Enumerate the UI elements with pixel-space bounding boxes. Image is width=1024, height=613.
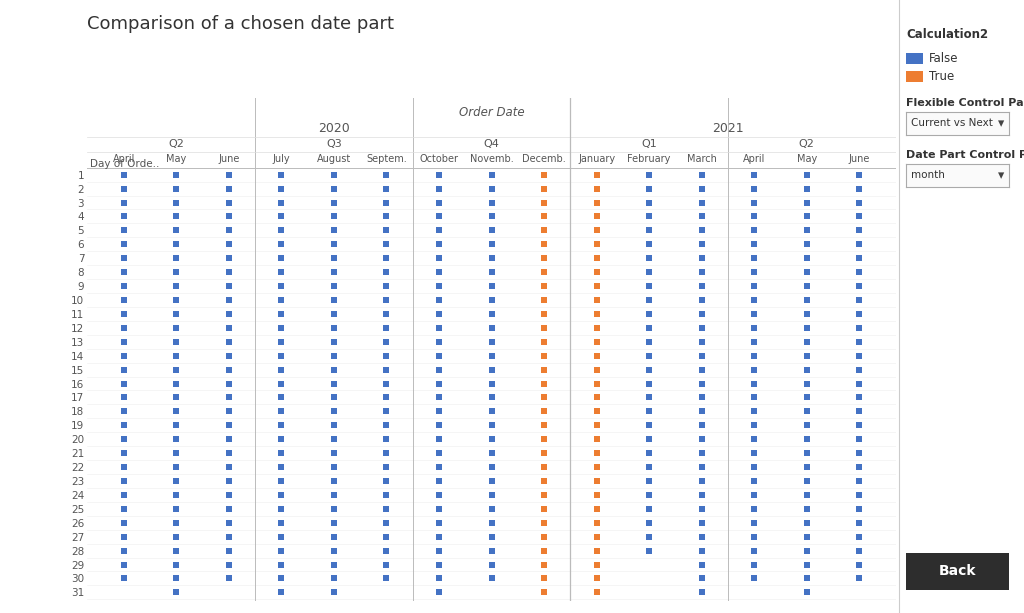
Text: ▾: ▾: [998, 116, 1005, 130]
Text: March: March: [687, 154, 717, 164]
Text: June: June: [218, 154, 240, 164]
Text: Day of Orde..: Day of Orde..: [90, 159, 159, 169]
Text: Order Date: Order Date: [459, 105, 524, 118]
Text: True: True: [929, 69, 954, 83]
Text: Comparison of a chosen date part: Comparison of a chosen date part: [87, 15, 394, 33]
Text: April: April: [743, 154, 765, 164]
Text: February: February: [628, 154, 671, 164]
Text: ▾: ▾: [998, 169, 1005, 182]
Text: August: August: [316, 154, 351, 164]
Text: June: June: [849, 154, 870, 164]
Text: Q3: Q3: [326, 139, 342, 149]
Text: Decemb.: Decemb.: [522, 154, 566, 164]
Text: Flexible Control Parameter: Flexible Control Parameter: [906, 98, 1024, 108]
Text: Date Part Control Parame..: Date Part Control Parame..: [906, 150, 1024, 160]
Text: July: July: [272, 154, 290, 164]
Text: Current vs Next: Current vs Next: [911, 118, 993, 128]
Text: Back: Back: [939, 565, 976, 578]
Text: May: May: [166, 154, 186, 164]
Text: Q4: Q4: [483, 139, 500, 149]
Text: October: October: [420, 154, 459, 164]
Text: Novemb.: Novemb.: [470, 154, 513, 164]
Text: Septem.: Septem.: [367, 154, 407, 164]
Text: Q2: Q2: [168, 139, 184, 149]
Text: Q1: Q1: [641, 139, 657, 149]
Text: 2020: 2020: [318, 122, 350, 135]
Text: April: April: [113, 154, 135, 164]
Text: 2021: 2021: [712, 122, 743, 135]
Text: May: May: [797, 154, 817, 164]
Text: month: month: [911, 170, 945, 180]
Text: January: January: [578, 154, 615, 164]
Text: Calculation2: Calculation2: [906, 28, 988, 40]
Text: Q2: Q2: [799, 139, 815, 149]
Text: False: False: [929, 51, 958, 65]
